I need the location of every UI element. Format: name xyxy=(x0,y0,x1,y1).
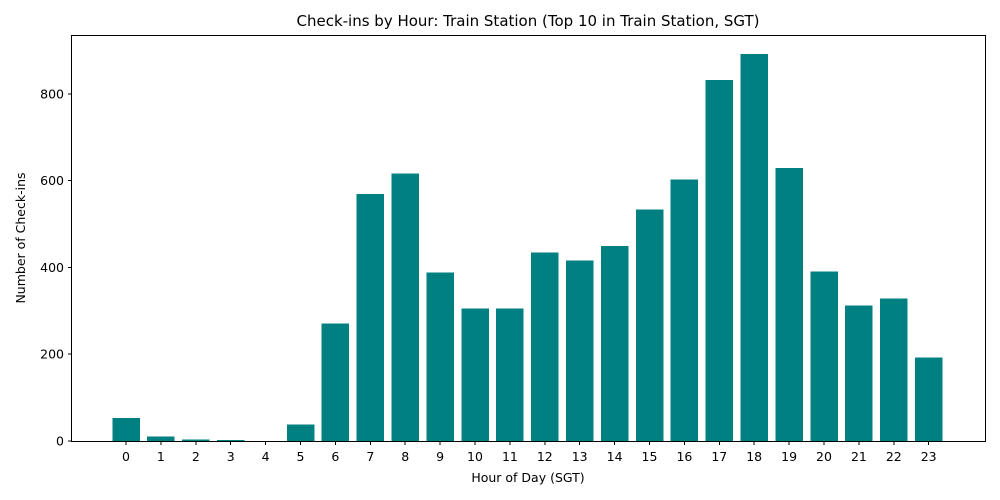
x-tick-label: 6 xyxy=(331,449,339,464)
x-tick-label: 11 xyxy=(502,449,518,464)
bar-hour-2 xyxy=(182,439,210,441)
y-tick-label: 0 xyxy=(56,434,64,449)
x-tick-label: 18 xyxy=(746,449,762,464)
x-tick-label: 0 xyxy=(122,449,130,464)
x-tick-label: 15 xyxy=(642,449,658,464)
x-tick-label: 14 xyxy=(607,449,623,464)
bar-hour-0 xyxy=(112,418,140,441)
bars-group xyxy=(112,54,943,442)
bar-hour-15 xyxy=(635,209,664,441)
y-axis-ticks: 0 200 400 600 800 xyxy=(40,87,72,449)
x-tick-label: 7 xyxy=(366,449,374,464)
bar-hour-19 xyxy=(775,168,803,441)
bar-hour-23 xyxy=(914,357,943,441)
x-tick-label: 5 xyxy=(297,449,305,464)
x-tick-label: 4 xyxy=(262,449,270,464)
x-tick-label: 21 xyxy=(851,449,867,464)
plot-frame xyxy=(71,35,986,442)
x-tick-label: 13 xyxy=(572,449,588,464)
x-tick-label: 8 xyxy=(401,449,409,464)
x-tick-label: 16 xyxy=(676,449,692,464)
bar-hour-12 xyxy=(531,252,559,441)
bar-hour-5 xyxy=(286,424,315,441)
bar-hour-20 xyxy=(810,271,838,441)
bar-hour-10 xyxy=(461,308,489,441)
bar-hour-17 xyxy=(705,80,734,442)
bar-hour-16 xyxy=(670,179,699,441)
x-tick-label: 10 xyxy=(467,449,483,464)
bar-hour-7 xyxy=(356,193,385,441)
bar-hour-8 xyxy=(391,173,419,441)
bar-hour-11 xyxy=(496,308,524,441)
y-tick-label: 200 xyxy=(40,347,64,362)
bar-hour-14 xyxy=(600,246,629,441)
x-tick-label: 23 xyxy=(921,449,937,464)
x-tick-label: 22 xyxy=(886,449,902,464)
chart-title: Check-ins by Hour: Train Station (Top 10… xyxy=(296,12,759,30)
x-tick-label: 12 xyxy=(537,449,553,464)
bar-hour-18 xyxy=(740,54,768,442)
x-tick-label: 20 xyxy=(816,449,832,464)
bar-hour-22 xyxy=(880,298,908,441)
y-tick-label: 800 xyxy=(40,87,64,102)
x-axis-label: Hour of Day (SGT) xyxy=(471,470,584,485)
y-axis-label: Number of Check-ins xyxy=(13,172,28,303)
x-tick-label: 9 xyxy=(436,449,444,464)
bar-hour-3 xyxy=(216,440,245,441)
x-tick-label: 2 xyxy=(192,449,200,464)
bar-hour-6 xyxy=(321,323,350,441)
x-axis-ticks: 0 1 2 3 4 5 6 7 8 9 10 11 12 13 14 15 16 17 18 19 20 21 22 23 xyxy=(122,441,937,464)
y-tick-label: 400 xyxy=(40,260,64,275)
bar-hour-9 xyxy=(426,272,454,441)
y-tick-label: 600 xyxy=(40,173,64,188)
x-tick-label: 3 xyxy=(227,449,235,464)
x-tick-label: 17 xyxy=(711,449,727,464)
bar-hour-13 xyxy=(565,260,594,441)
bar-hour-1 xyxy=(147,436,175,441)
x-tick-label: 1 xyxy=(157,449,165,464)
bar-hour-21 xyxy=(845,305,873,441)
x-tick-label: 19 xyxy=(781,449,797,464)
